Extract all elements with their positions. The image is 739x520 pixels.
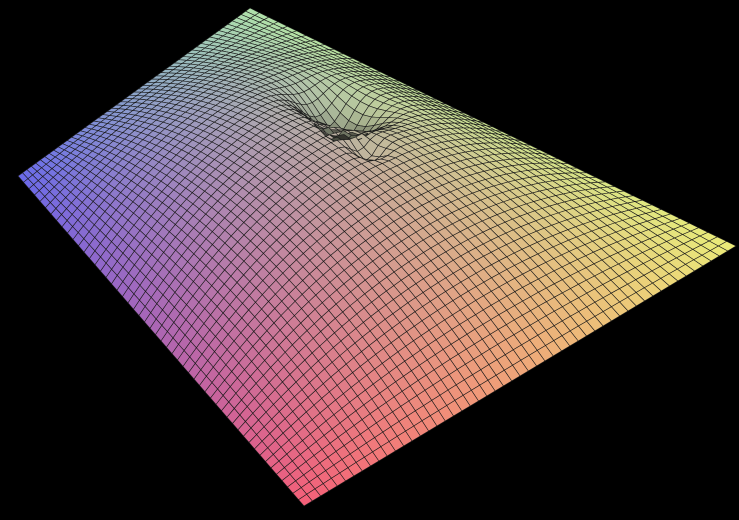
page: (() => { const data = JSON.parse(documen…	[0, 0, 739, 520]
surface-render	[0, 0, 739, 520]
